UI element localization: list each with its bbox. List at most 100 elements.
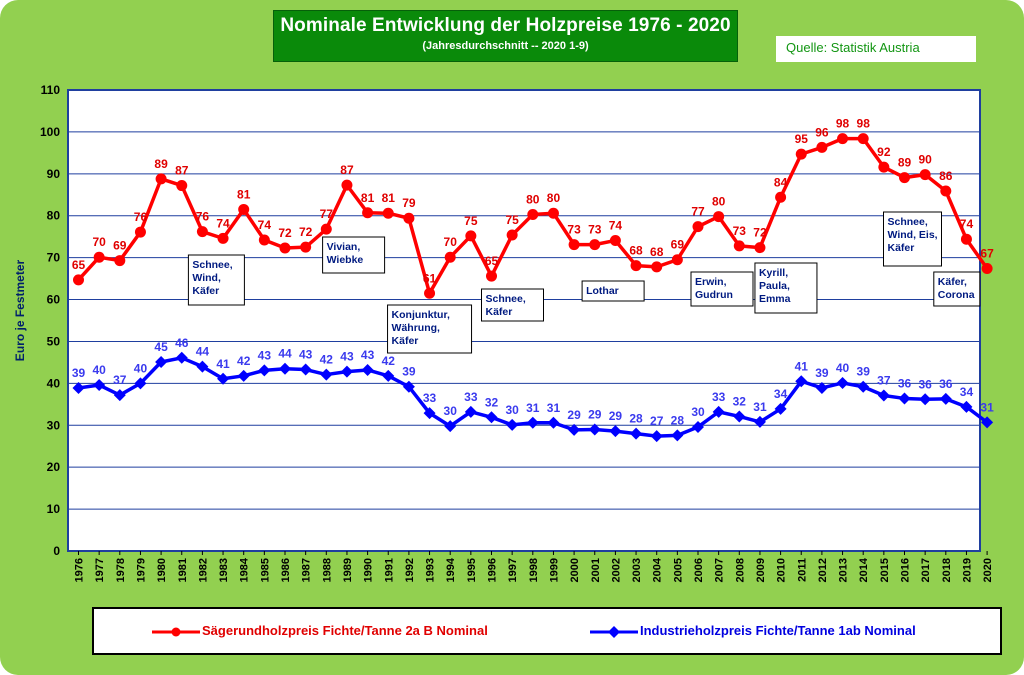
x-tick-label: 2018 [941,558,953,582]
data-label-ind: 43 [361,348,375,362]
x-tick-label: 2006 [693,558,705,582]
annotation-box: Schnee,Käfer [481,288,544,322]
data-label-saw: 72 [278,226,292,240]
data-label-saw: 70 [92,235,106,249]
data-label-ind: 40 [92,363,106,377]
x-tick-label: 1976 [74,558,86,582]
data-point-saw [279,242,291,254]
data-point-saw [692,221,704,233]
y-tick-label: 30 [47,418,61,432]
annotation-text: Käfer [486,306,513,318]
data-label-saw: 96 [815,125,829,139]
data-point-saw [899,172,910,184]
x-tick-label: 1982 [197,558,209,582]
annotation-frame [690,271,754,307]
data-point-ind [217,372,230,385]
data-label-ind: 32 [485,395,499,409]
legend-swatch-ind [590,626,638,638]
data-point-saw [630,260,642,272]
y-axis-label: Euro je Festmeter [13,259,27,361]
data-label-ind: 30 [444,404,458,418]
data-label-saw: 80 [547,191,561,205]
y-tick-label: 110 [41,83,61,97]
annotation-text: Wind, Eis, [888,229,938,241]
data-point-ind [857,380,870,393]
data-point-saw [114,255,126,267]
data-label-saw: 81 [382,191,396,205]
data-label-saw: 74 [216,216,230,230]
x-tick-label: 2003 [631,558,643,582]
data-label-saw: 65 [72,258,86,272]
x-tick-label: 2008 [734,558,746,582]
data-label-saw: 84 [774,175,788,189]
data-point-ind [568,423,581,436]
annotation-box: Kyrill,Paula,Emma [754,262,818,314]
data-point-ind [774,402,787,415]
data-point-ind [464,405,477,418]
legend-label-saw: Sägerundholzpreis Fichte/Tanne 2a B Nomi… [202,623,488,638]
x-tick-label: 1981 [177,558,189,582]
x-tick-label: 2017 [920,558,932,582]
annotation-text: Käfer [392,335,419,347]
data-label-ind: 30 [505,403,519,417]
data-point-ind [898,392,911,405]
data-point-saw [362,207,374,219]
data-point-saw [300,241,312,253]
data-point-saw [424,287,436,299]
y-tick-label: 60 [47,293,61,307]
x-tick-label: 2009 [755,558,767,582]
annotation-frame [387,304,473,354]
data-label-ind: 39 [857,365,871,379]
annotation-text: Schnee, [888,216,928,228]
data-label-ind: 43 [299,348,313,362]
annotation-text: Paula, [759,280,790,292]
data-label-saw: 72 [299,225,313,239]
data-point-saw [93,251,105,263]
source-label: Quelle: Statistik Austria [786,40,920,55]
y-tick-label: 90 [47,167,61,181]
data-point-saw [134,226,146,238]
annotation-frame [322,236,386,274]
data-point-saw [155,173,167,185]
data-point-ind [485,411,498,424]
data-point-saw [754,242,766,254]
annotation-box: Schnee,Wind, Eis,Käfer [883,211,942,267]
data-point-saw [960,233,972,245]
data-point-ind [402,380,415,393]
data-label-saw: 74 [258,218,272,232]
data-point-ind [361,363,374,376]
y-tick-label: 80 [47,209,61,223]
data-point-ind [155,355,168,368]
x-tick-label: 2002 [610,558,622,582]
data-label-ind: 40 [836,361,850,375]
data-point-ind [299,363,312,376]
x-tick-label: 2013 [838,558,850,582]
data-label-ind: 28 [629,412,643,426]
data-point-saw [878,161,890,173]
x-tick-label: 2019 [961,558,973,582]
data-point-saw [857,133,869,145]
x-tick-label: 2015 [879,558,891,582]
x-tick-label: 2007 [714,558,726,582]
data-point-ind [72,381,85,394]
data-label-saw: 98 [857,117,871,131]
data-point-saw [258,234,270,246]
x-tick-label: 1996 [487,558,499,582]
data-point-ind [712,405,725,418]
data-point-saw [795,148,807,160]
annotation-text: Konjunktur, [392,309,450,321]
data-point-ind [733,410,746,423]
data-point-ind [836,376,849,389]
chart-subtitle: (Jahresdurchschnitt -- 2020 1-9) [422,40,589,52]
data-label-ind: 33 [423,391,437,405]
y-tick-label: 10 [47,502,61,516]
annotation-box: Käfer,Corona [933,271,981,307]
x-tick-label: 1995 [466,558,478,582]
data-label-ind: 39 [402,365,416,379]
data-label-ind: 44 [196,345,210,359]
data-point-ind [196,360,209,373]
data-label-saw: 95 [795,132,809,146]
data-label-saw: 73 [567,223,581,237]
annotation-text: Gudrun [695,289,733,301]
